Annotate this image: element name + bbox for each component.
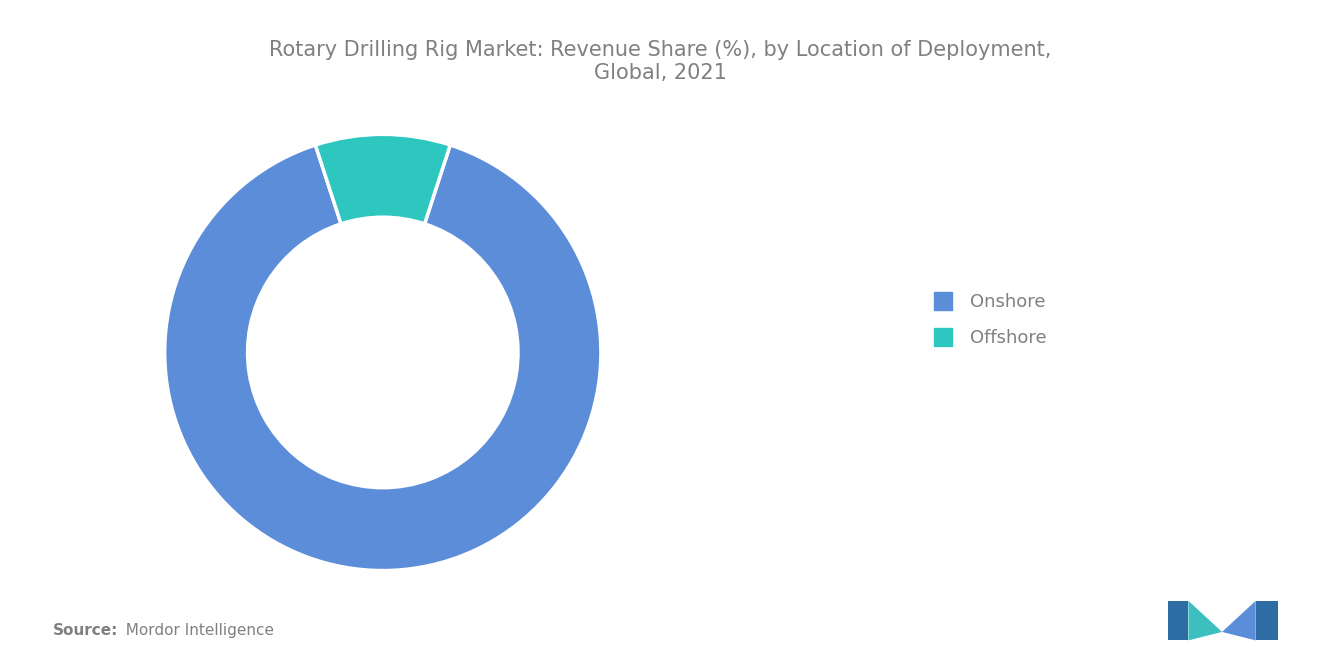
Text: Rotary Drilling Rig Market: Revenue Share (%), by Location of Deployment,
Global: Rotary Drilling Rig Market: Revenue Shar… [269, 40, 1051, 83]
Wedge shape [315, 134, 450, 224]
Polygon shape [1188, 601, 1222, 640]
Legend: Onshore, Offshore: Onshore, Offshore [924, 283, 1056, 356]
Wedge shape [165, 145, 601, 571]
Text: Source:: Source: [53, 623, 119, 638]
Text: Mordor Intelligence: Mordor Intelligence [116, 623, 275, 638]
Polygon shape [1222, 601, 1255, 640]
Polygon shape [1255, 601, 1278, 640]
Polygon shape [1168, 601, 1188, 640]
